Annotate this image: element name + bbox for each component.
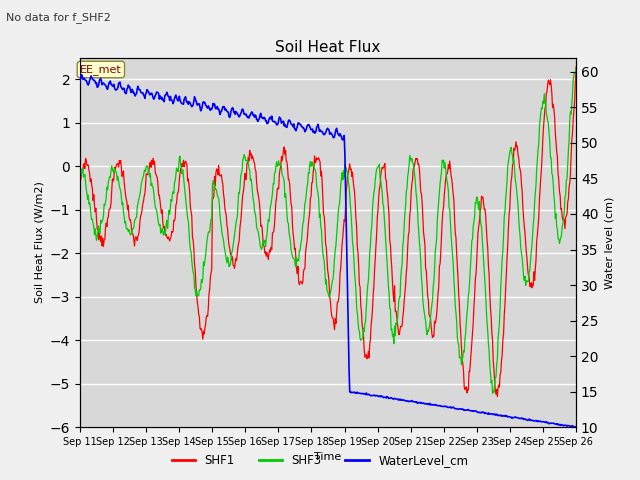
Title: Soil Heat Flux: Soil Heat Flux bbox=[275, 40, 381, 55]
Y-axis label: Soil Heat Flux (W/m2): Soil Heat Flux (W/m2) bbox=[34, 181, 44, 303]
Legend: SHF1, SHF3, WaterLevel_cm: SHF1, SHF3, WaterLevel_cm bbox=[167, 449, 473, 472]
Text: No data for f_SHF2: No data for f_SHF2 bbox=[6, 12, 111, 23]
X-axis label: Time: Time bbox=[314, 453, 342, 462]
Y-axis label: Water level (cm): Water level (cm) bbox=[604, 196, 614, 288]
Text: EE_met: EE_met bbox=[80, 64, 122, 75]
